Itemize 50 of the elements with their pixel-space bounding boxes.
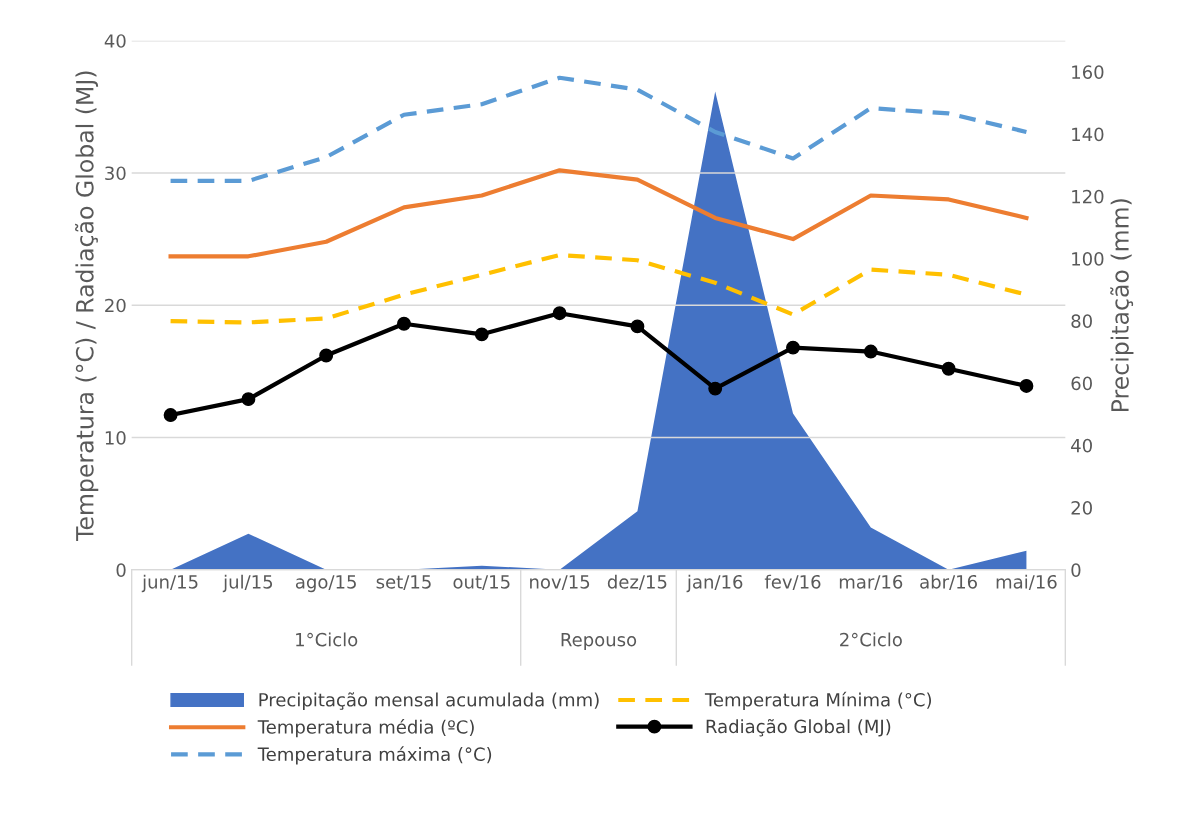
x-tick-label: out/15 bbox=[453, 575, 510, 591]
y2-axis-title: Precipitação (mm) bbox=[1110, 199, 1134, 412]
point bbox=[241, 392, 256, 407]
x-tick-label: mai/16 bbox=[996, 574, 1057, 591]
y-tick-label: 0 bbox=[116, 563, 126, 577]
line-series bbox=[168, 75, 1029, 183]
legend-label: Precipitação mensal acumulada (mm) bbox=[259, 692, 599, 711]
text: Repouso bbox=[561, 633, 637, 650]
point bbox=[708, 381, 723, 396]
y2-tick-label: 120 bbox=[1072, 189, 1104, 204]
x-tick-label: jan/16 bbox=[686, 574, 743, 593]
x-tick-label: jun/15 bbox=[141, 574, 198, 593]
legend-label: Temperatura média (ºC) bbox=[257, 719, 474, 738]
x-tick-label: fev/16 bbox=[764, 574, 821, 591]
x-tick-label: mar/16 bbox=[839, 574, 903, 591]
point bbox=[397, 316, 411, 331]
y-tick-label: 30 bbox=[105, 166, 126, 181]
x-tick-label: abr/16 bbox=[920, 574, 977, 591]
line-series bbox=[168, 168, 1029, 259]
point bbox=[552, 306, 567, 321]
legend-label: Radiação Global (MJ) bbox=[706, 718, 891, 737]
y2-tick-label: 0 bbox=[1071, 563, 1081, 577]
point bbox=[319, 348, 334, 363]
x-tick-label: jul/15 bbox=[222, 574, 273, 593]
point bbox=[474, 327, 489, 342]
text: 1°Ciclo bbox=[296, 632, 358, 647]
point bbox=[863, 344, 878, 359]
y2-tick-label: 160 bbox=[1072, 65, 1104, 79]
y2-tick-label: 140 bbox=[1072, 127, 1104, 142]
y2-tick-label: 60 bbox=[1071, 376, 1092, 391]
y2-tick-label: 40 bbox=[1071, 438, 1092, 453]
point bbox=[786, 340, 800, 355]
x-tick-label: dez/15 bbox=[607, 574, 667, 591]
point bbox=[630, 319, 645, 334]
y-axis-title: Temperatura (°C) / Radiação Global (MJ) bbox=[75, 71, 99, 542]
x-tick-label: set/15 bbox=[376, 575, 431, 591]
x-tick-label: nov/15 bbox=[530, 575, 590, 591]
y-tick-label: 10 bbox=[105, 430, 126, 445]
y2-tick-label: 100 bbox=[1072, 252, 1104, 266]
point bbox=[163, 408, 178, 422]
legend-label: Temperatura Mínima (°C) bbox=[704, 691, 932, 711]
point bbox=[941, 361, 956, 376]
y-tick-label: 40 bbox=[104, 34, 126, 48]
point bbox=[1019, 378, 1034, 393]
text: 2°Ciclo bbox=[840, 632, 902, 647]
y-tick-label: 20 bbox=[105, 298, 126, 313]
y2-tick-label: 20 bbox=[1071, 501, 1092, 515]
y2-tick-label: 80 bbox=[1071, 314, 1092, 328]
legend-label: Temperatura máxima (°C) bbox=[257, 746, 492, 765]
x-tick-label: ago/15 bbox=[295, 575, 356, 593]
